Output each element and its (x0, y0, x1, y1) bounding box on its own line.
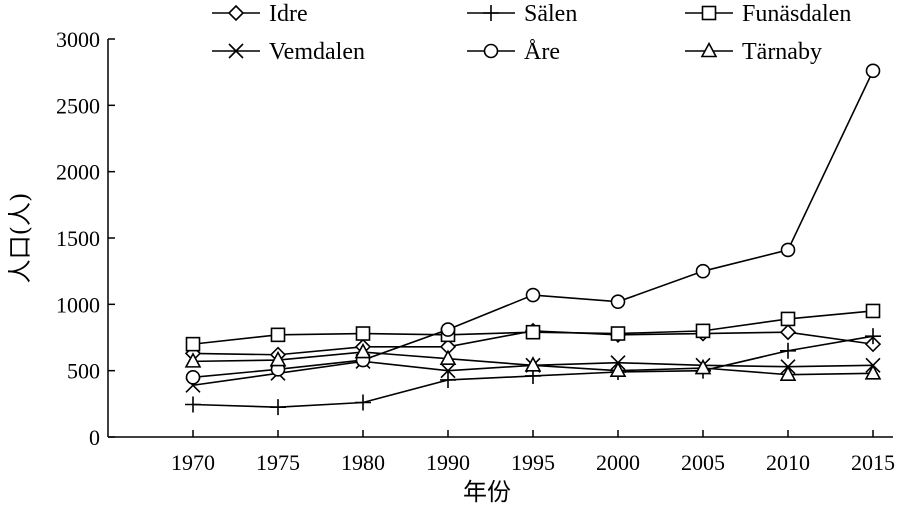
legend-marker-vemdalen (228, 43, 244, 59)
legend-label: Sälen (524, 1, 577, 27)
y-tick-label: 500 (67, 359, 100, 384)
y-tick-label: 3000 (56, 27, 100, 52)
data-point--re (610, 294, 626, 309)
legend-marker-s-len (483, 5, 499, 21)
data-point-fun-sdalen (355, 326, 371, 341)
data-point-t-rnaby (439, 349, 457, 366)
legend-label: Idre (269, 1, 308, 27)
legend-item-idre: Idre (212, 1, 308, 27)
data-point-t-rnaby (184, 352, 202, 368)
data-point-s-len (440, 371, 456, 388)
data-point-s-len (780, 342, 796, 359)
x-tick-label: 1995 (511, 450, 555, 475)
y-tick-label: 1000 (56, 292, 100, 317)
x-tick-label: 1975 (256, 450, 300, 475)
data-point--re (185, 369, 201, 385)
legend-marker-idre (227, 4, 245, 22)
data-point-fun-sdalen (185, 336, 201, 352)
data-point-s-len (185, 396, 201, 413)
x-tick-label: 2010 (766, 450, 810, 475)
data-point--re (865, 63, 881, 79)
data-point-t-rnaby (864, 364, 882, 380)
y-ticks: 0 500 1000 1500 2000 2500 3000 (56, 27, 115, 450)
legend-label: Vemdalen (269, 39, 365, 65)
x-tick-label: 1970 (171, 450, 215, 475)
x-tick-label: 1990 (426, 450, 470, 475)
legend-marker-t-rnaby (700, 41, 718, 58)
data-point--re (525, 287, 541, 303)
legend-item-s-len: Sälen (467, 1, 577, 27)
legend: Idre Sälen Funäsdalen Vemdalen Åre Tärnaby (212, 1, 851, 65)
legend-item-vemdalen: Vemdalen (212, 39, 365, 65)
x-tick-label: 2000 (596, 450, 640, 475)
data-point--re (440, 322, 456, 337)
legend-label: Åre (524, 39, 560, 65)
x-ticks: 1970 1975 1980 1990 1995 2000 2005 2010 2015 (171, 430, 895, 475)
data-point-fun-sdalen (865, 303, 881, 319)
data-point-idre (779, 324, 797, 341)
x-tick-label: 2015 (851, 450, 895, 475)
data-point-t-rnaby (354, 342, 372, 359)
legend-item--re: Åre (467, 39, 560, 65)
y-tick-label: 1500 (56, 226, 100, 251)
data-point-s-len (270, 399, 286, 416)
data-point-vemdalen (440, 363, 456, 379)
data-point--re (780, 242, 796, 258)
legend-marker-fun-sdalen (701, 5, 717, 21)
data-point-t-rnaby (779, 365, 797, 381)
data-point-t-rnaby (609, 361, 627, 377)
legend-label: Tärnaby (742, 39, 822, 65)
legend-marker--re (483, 43, 499, 59)
data-point-s-len (865, 328, 881, 345)
y-axis-title: 人口(人) (6, 193, 34, 284)
series-markers (184, 63, 882, 416)
legend-label: Funäsdalen (742, 1, 851, 27)
x-axis-title: 年份 (463, 478, 511, 505)
data-point-s-len (355, 394, 371, 411)
y-tick-label: 2000 (56, 160, 100, 185)
data-point--re (695, 263, 711, 279)
y-tick-label: 0 (89, 425, 100, 450)
data-point-fun-sdalen (780, 311, 796, 327)
y-tick-label: 2500 (56, 93, 100, 118)
x-tick-label: 1980 (341, 450, 385, 475)
data-point-fun-sdalen (525, 324, 541, 340)
data-point-t-rnaby (524, 356, 542, 372)
data-point-t-rnaby (269, 350, 287, 367)
x-tick-label: 2005 (681, 450, 725, 475)
data-point-fun-sdalen (695, 323, 711, 339)
data-point-t-rnaby (694, 358, 712, 375)
legend-item-t-rnaby: Tärnaby (685, 39, 822, 65)
data-point-fun-sdalen (270, 327, 286, 343)
data-point-fun-sdalen (610, 326, 626, 341)
legend-item-fun-sdalen: Funäsdalen (685, 1, 851, 27)
